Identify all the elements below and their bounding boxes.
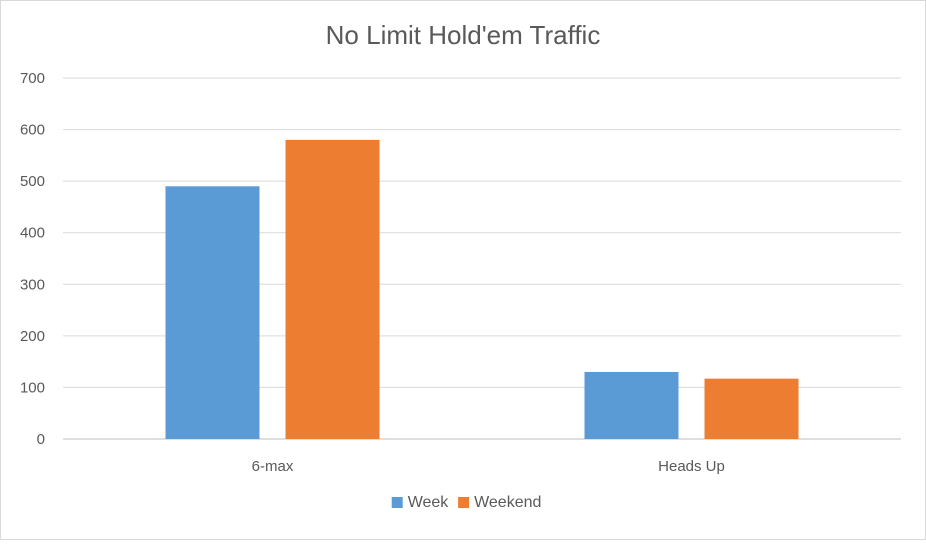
y-tick-label: 500 — [20, 173, 45, 190]
bar-weekend-heads-up — [704, 378, 799, 439]
bar-week-6-max — [165, 186, 260, 439]
y-tick-label: 400 — [20, 225, 45, 242]
y-axis-ticks: 0 100 200 300 400 500 600 700 — [20, 70, 45, 448]
legend-swatch-week — [391, 497, 403, 508]
y-tick-label: 600 — [20, 122, 45, 139]
legend: Week Weekend — [391, 494, 541, 511]
legend-label-weekend: Weekend — [474, 494, 541, 511]
bars — [165, 139, 799, 439]
y-tick-label: 100 — [20, 379, 45, 396]
bar-weekend-6-max — [285, 139, 380, 439]
y-tick-label: 700 — [20, 70, 45, 87]
y-tick-label: 300 — [20, 276, 45, 293]
y-tick-label: 0 — [37, 431, 45, 448]
x-category-label: 6-max — [252, 458, 294, 475]
legend-swatch-weekend — [458, 497, 470, 508]
chart-title: No Limit Hold'em Traffic — [326, 20, 601, 50]
x-axis-categories: 6-max Heads Up — [252, 458, 725, 475]
x-category-label: Heads Up — [658, 458, 725, 475]
legend-label-week: Week — [408, 494, 450, 511]
bar-week-heads-up — [584, 371, 679, 439]
y-tick-label: 200 — [20, 328, 45, 345]
